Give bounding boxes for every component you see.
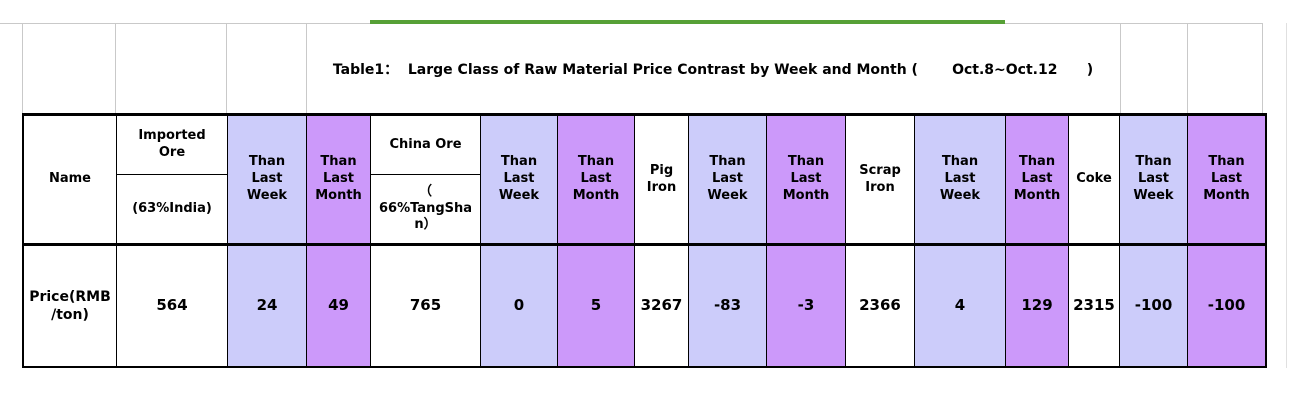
header-imported-ore: Imported Ore (63%India): [117, 116, 228, 246]
value-china-ore-month-delta: 5: [558, 246, 635, 366]
gridline-vertical: [115, 23, 116, 113]
gridline-vertical: [1262, 23, 1263, 113]
header-than-last-month: Than Last Month: [558, 116, 635, 246]
value-pig-iron: 3267: [635, 246, 689, 366]
value-imported-ore-month-delta: 49: [307, 246, 371, 366]
value-pig-iron-month-delta: -3: [767, 246, 846, 366]
value-scrap-iron: 2366: [846, 246, 915, 366]
gridline-vertical: [1187, 23, 1188, 113]
header-than-last-month: Than Last Month: [1188, 116, 1265, 246]
header-china-ore: China Ore （ 66%TangShan）: [371, 116, 481, 246]
value-scrap-iron-week-delta: 4: [915, 246, 1006, 366]
value-coke-week-delta: -100: [1120, 246, 1188, 366]
value-coke: 2315: [1069, 246, 1120, 366]
header-than-last-week: Than Last Week: [915, 116, 1006, 246]
header-pig-iron: Pig Iron: [635, 116, 689, 246]
value-imported-ore-week-delta: 24: [228, 246, 307, 366]
header-than-last-week: Than Last Week: [228, 116, 307, 246]
header-imported-ore-title: Imported Ore: [117, 116, 227, 175]
gridline-vertical: [226, 23, 227, 113]
header-scrap-iron: Scrap Iron: [846, 116, 915, 246]
header-than-last-month: Than Last Month: [1006, 116, 1069, 246]
header-than-last-week: Than Last Week: [481, 116, 558, 246]
header-china-ore-spec: （ 66%TangShan）: [378, 183, 473, 233]
value-imported-ore: 564: [117, 246, 228, 366]
green-accent-line: [370, 20, 1005, 24]
gridline-vertical: [306, 23, 307, 113]
header-than-last-month: Than Last Month: [307, 116, 371, 246]
header-than-last-month: Than Last Month: [767, 116, 846, 246]
raw-material-price-table: Name Imported Ore (63%India) Than Last W…: [22, 113, 1267, 368]
header-than-last-week: Than Last Week: [689, 116, 767, 246]
gridline-vertical: [1120, 23, 1121, 113]
row-label-price: Price(RMB /ton): [24, 246, 117, 366]
value-scrap-iron-month-delta: 129: [1006, 246, 1069, 366]
gridline-vertical: [1286, 23, 1287, 368]
value-pig-iron-week-delta: -83: [689, 246, 767, 366]
gridline-vertical: [22, 23, 23, 113]
value-china-ore: 765: [371, 246, 481, 366]
header-coke: Coke: [1069, 116, 1120, 246]
value-coke-month-delta: -100: [1188, 246, 1265, 366]
header-name: Name: [24, 116, 117, 246]
header-china-ore-title: China Ore: [371, 116, 480, 175]
table-title: Table1： Large Class of Raw Material Pric…: [332, 61, 1094, 78]
header-than-last-week: Than Last Week: [1120, 116, 1188, 246]
value-china-ore-week-delta: 0: [481, 246, 558, 366]
header-imported-ore-spec: (63%India): [132, 200, 212, 216]
